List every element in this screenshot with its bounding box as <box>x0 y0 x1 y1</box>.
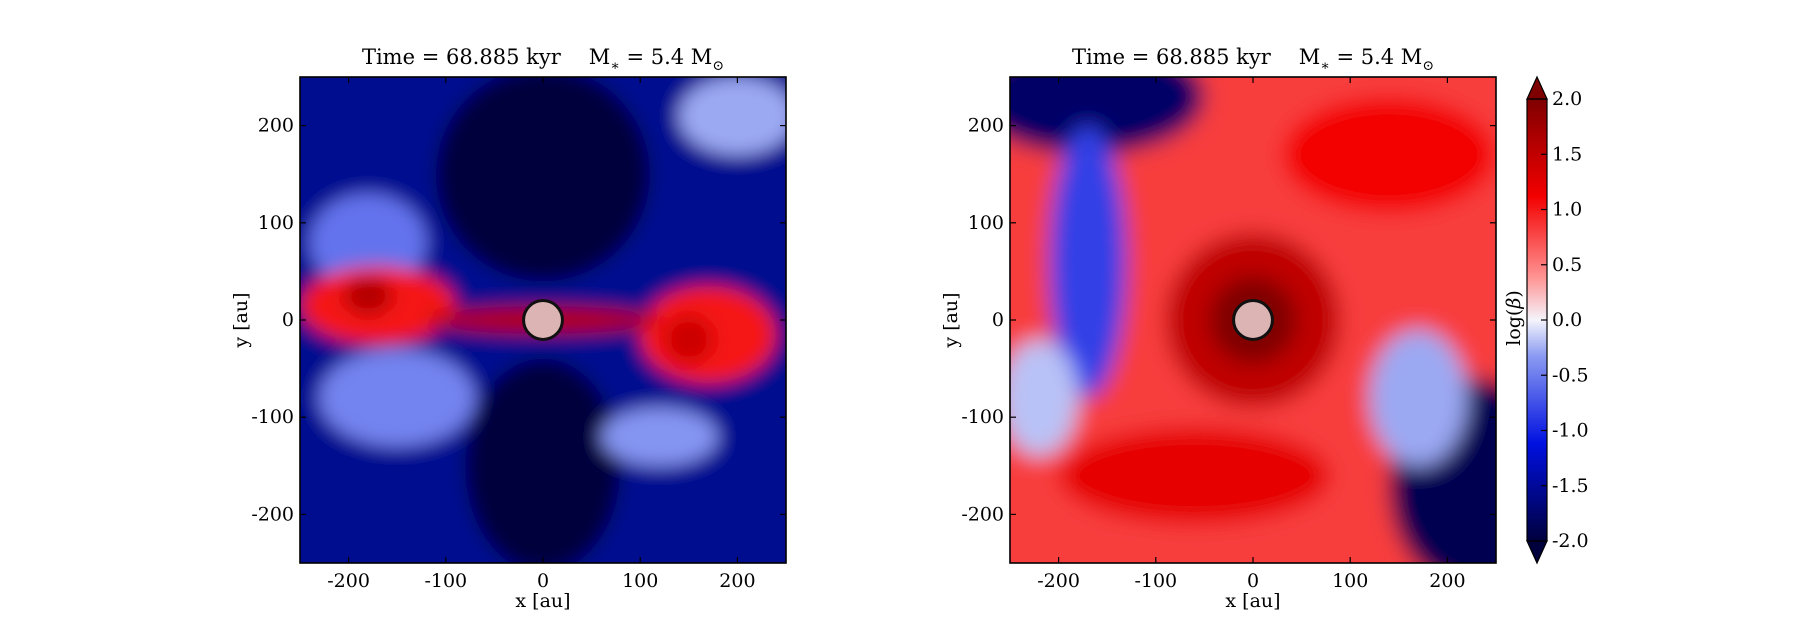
xtick-label-left: 200 <box>719 570 755 592</box>
heatmap-region-left-11 <box>664 315 714 364</box>
ytick-label-left: 100 <box>258 212 294 234</box>
colorbar-extend-min <box>1526 540 1548 565</box>
xtick-label-right: 100 <box>1332 570 1368 592</box>
colorbar-tick-label: -1.5 <box>1552 475 1589 497</box>
colorbar-label-close: ) <box>1503 290 1525 297</box>
ytick-label-right: 200 <box>968 115 1004 137</box>
title-left-mass-eq: = 5.4 M <box>620 45 713 69</box>
colorbar-tick-label: -1.0 <box>1552 420 1589 442</box>
colorbar: 2.0 1.5 1.0 0.5 0.0 -0.5 -1.0 -1.5 -2.0 log(β) <box>1503 75 1589 565</box>
colorbar-tick-label: 0.0 <box>1552 309 1582 331</box>
colorbar-extend-max <box>1526 75 1548 100</box>
ytick-label-left: 200 <box>258 115 294 137</box>
colorbar-label: log(β) <box>1503 290 1525 346</box>
title-left-time: Time = 68.885 kyr <box>362 45 562 69</box>
sink-particle-right <box>1232 299 1274 341</box>
colorbar-label-main: log( <box>1503 309 1525 346</box>
ytick-label-right: -200 <box>961 503 1004 525</box>
colorbar-tick-label: 1.5 <box>1552 143 1582 165</box>
title-left-mass-sub: ∗ <box>610 58 620 74</box>
heatmap-region-left-4 <box>319 349 475 447</box>
ytick-label-right: -100 <box>961 406 1004 428</box>
title-right-mass-eq: = 5.4 M <box>1330 45 1423 69</box>
heatmap-region-left-5 <box>601 407 718 466</box>
title-right-time: Time = 68.885 kyr <box>1072 45 1272 69</box>
heatmap-field-left <box>300 77 786 563</box>
title-left-mass: M <box>589 45 611 69</box>
heatmap-region-left-2 <box>436 77 650 282</box>
ylabel-left: y [au] <box>230 292 252 348</box>
heatmap-region-right-9 <box>1282 96 1496 214</box>
colorbar-tick-label: 1.0 <box>1552 199 1582 221</box>
xtick-label-left: -100 <box>424 570 467 592</box>
colorbar-tick-label: 0.5 <box>1552 254 1582 276</box>
colorbar-tick-label: -2.0 <box>1552 530 1589 552</box>
heatmap-region-right-5 <box>1010 339 1079 457</box>
xlabel-right: x [au] <box>1225 590 1280 612</box>
heatmap-region-right-8 <box>1058 426 1331 525</box>
xtick-label-right: 0 <box>1247 570 1259 592</box>
xlabel-left: x [au] <box>515 590 570 612</box>
title-left: Time = 68.885 kyr M∗ = 5.4 M⊙ <box>362 45 724 74</box>
xtick-label-right: 200 <box>1429 570 1465 592</box>
title-right-mass-sub: ∗ <box>1320 58 1330 74</box>
panel-right: -200 -100 0 100 200 -200 -100 0 100 200 Time = 68… <box>940 45 1497 612</box>
heatmap-region-right-4 <box>1048 125 1127 398</box>
ytick-label-left: -200 <box>251 503 294 525</box>
heatmap-region-left-1 <box>465 358 621 563</box>
xtick-label-right: -100 <box>1134 570 1177 592</box>
heatmap-field-right <box>1010 77 1496 563</box>
title-right-mass: M <box>1299 45 1321 69</box>
ticks-right: -200 -100 0 100 200 -200 -100 0 100 200 <box>961 77 1496 592</box>
heatmap-region-left-6 <box>679 77 786 155</box>
xtick-label-left: 0 <box>537 570 549 592</box>
heatmap-region-left-10 <box>343 276 393 316</box>
colorbar-ticks: 2.0 1.5 1.0 0.5 0.0 -0.5 -1.0 -1.5 -2.0 <box>1541 88 1589 552</box>
ytick-label-left: 0 <box>282 309 294 331</box>
ylabel-right: y [au] <box>940 292 962 348</box>
panel-left: -200 -100 0 100 200 -200 -100 0 100 200 Time = 68… <box>230 45 787 612</box>
title-right-mass-unit-sub: ⊙ <box>1422 58 1434 74</box>
xtick-label-left: 100 <box>622 570 658 592</box>
colorbar-tick-label: -0.5 <box>1552 364 1589 386</box>
ytick-label-right: 100 <box>968 212 1004 234</box>
xtick-label-left: -200 <box>327 570 370 592</box>
heatmap-region-left-3 <box>309 193 427 291</box>
xtick-label-right: -200 <box>1037 570 1080 592</box>
ytick-label-right: 0 <box>992 309 1004 331</box>
colorbar-tick-label: 2.0 <box>1552 88 1582 110</box>
ticks-left: -200 -100 0 100 200 -200 -100 0 100 200 <box>251 77 786 592</box>
colorbar-label-symbol: β <box>1503 298 1525 310</box>
title-right: Time = 68.885 kyr M∗ = 5.4 M⊙ <box>1072 45 1434 74</box>
heatmap-region-right-1 <box>1010 77 1205 155</box>
heatmap-region-right-3 <box>1369 329 1467 466</box>
ytick-label-left: -100 <box>251 406 294 428</box>
title-left-mass-unit-sub: ⊙ <box>712 58 724 74</box>
sink-particle-left <box>522 299 564 341</box>
